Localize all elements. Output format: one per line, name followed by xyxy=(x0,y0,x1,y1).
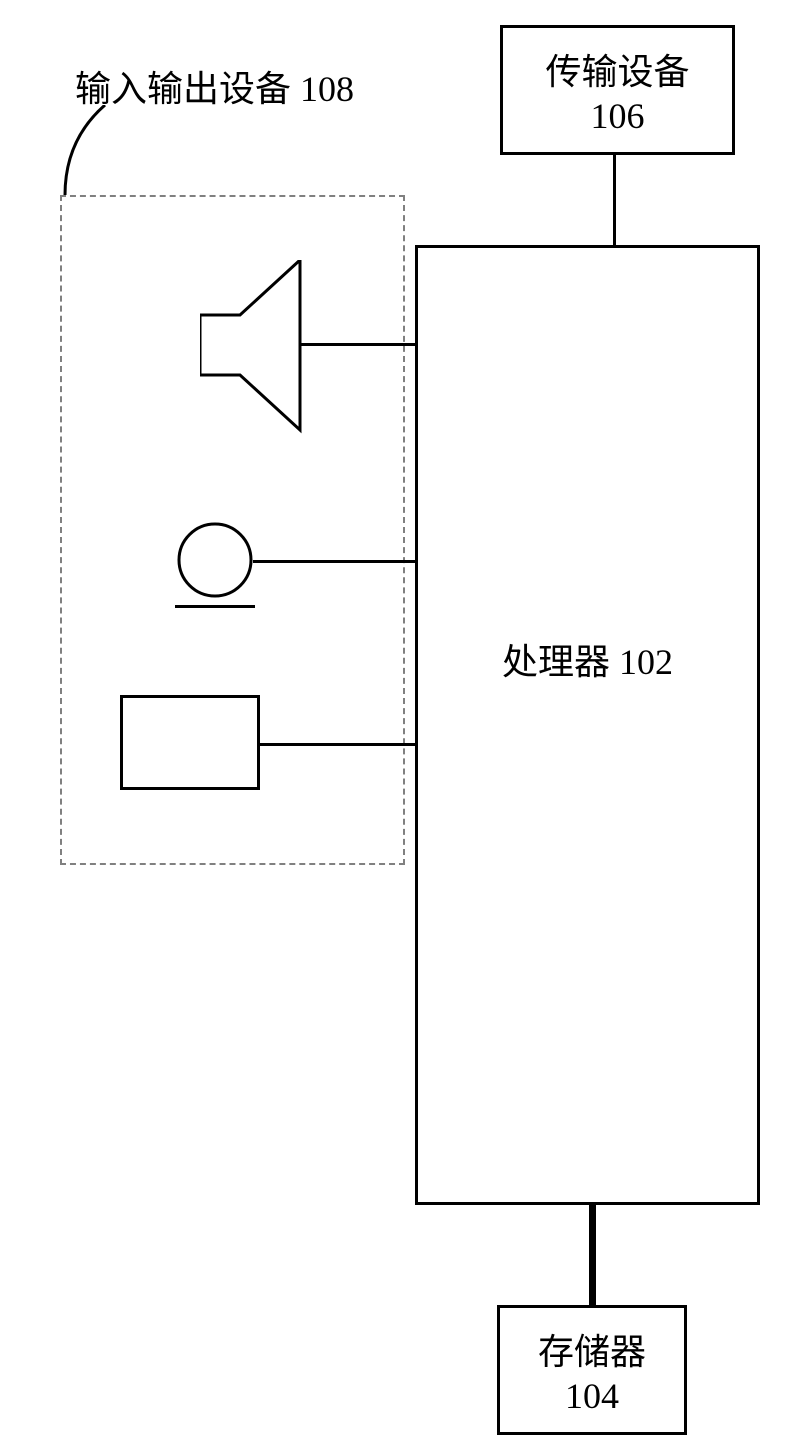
memory-label-line1: 存储器 xyxy=(538,1323,646,1375)
mic-stand-line xyxy=(175,605,255,608)
bracket-curve xyxy=(50,105,120,200)
processor-label: 处理器 102 xyxy=(502,633,673,685)
input-device-icon xyxy=(120,695,260,790)
speaker-icon xyxy=(200,260,305,435)
speaker-processor-connector xyxy=(300,343,415,346)
transmission-device-box: 传输设备 106 xyxy=(500,25,735,155)
transmission-label-line1: 传输设备 xyxy=(545,43,689,95)
processor-box: 处理器 102 xyxy=(415,245,760,1205)
transmission-processor-connector xyxy=(613,155,616,245)
mic-processor-connector xyxy=(253,560,415,563)
transmission-label-line2: 106 xyxy=(591,95,645,137)
microphone-icon xyxy=(175,520,255,610)
rect-processor-connector xyxy=(260,743,415,746)
memory-box: 存储器 104 xyxy=(497,1305,687,1435)
memory-label-line2: 104 xyxy=(565,1375,619,1417)
processor-memory-connector xyxy=(589,1205,596,1305)
